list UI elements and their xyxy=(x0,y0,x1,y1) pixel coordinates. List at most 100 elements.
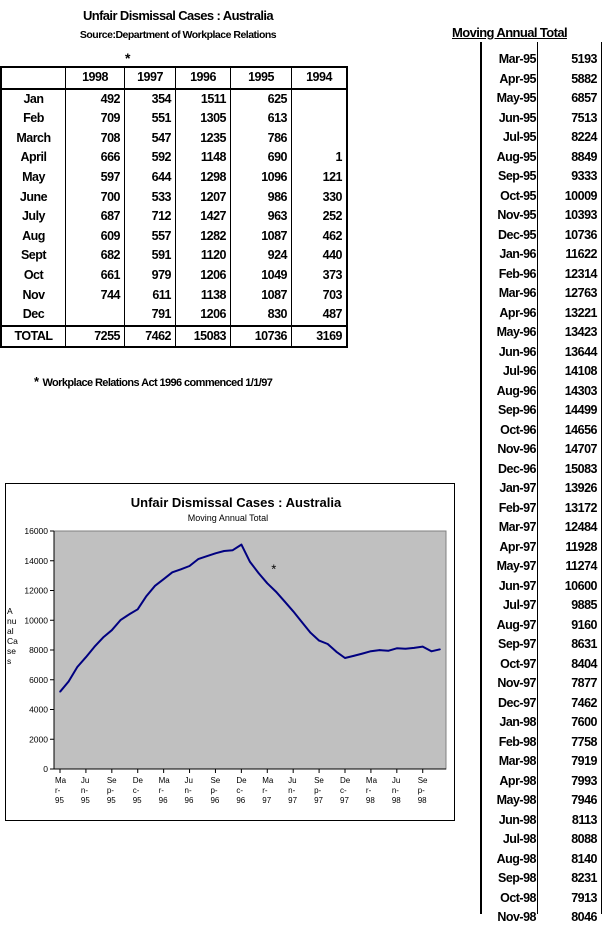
total-value: 5882 xyxy=(571,71,597,86)
x-tick-label: c- xyxy=(133,786,140,795)
list-item: Aug-98 8140 xyxy=(480,850,601,870)
total-value: 8224 xyxy=(571,130,597,144)
list-item: Jun-95 7513 xyxy=(480,109,601,129)
data-point xyxy=(283,600,286,603)
y-tick-label: 6000 xyxy=(29,675,48,685)
cell-value: 557 xyxy=(124,226,176,247)
cell-value: 830 xyxy=(230,305,292,326)
row-label: June xyxy=(0,187,66,208)
cell-value: 373 xyxy=(291,265,348,286)
month-label: Dec-95 xyxy=(498,227,537,242)
month-label: Apr-96 xyxy=(499,305,536,320)
x-tick-label: 95 xyxy=(133,796,142,805)
x-tick-label: Se xyxy=(418,776,428,785)
table-row: April 666 592 1148 690 1 xyxy=(0,148,348,168)
data-point xyxy=(421,645,424,648)
total-row: TOTAL 7255 7462 15083 10736 3169 xyxy=(0,324,348,349)
data-point xyxy=(162,578,165,580)
month-label: Jul-96 xyxy=(502,364,537,378)
list-item: Aug-95 8849 xyxy=(480,148,601,168)
table-row: June 700 533 1207 986 330 xyxy=(0,187,348,208)
x-tick-label: n- xyxy=(81,786,88,795)
x-tick-label: r- xyxy=(366,786,372,795)
total-value: 8231 xyxy=(571,871,597,885)
chart-annotation: * xyxy=(271,561,276,576)
month-label: Aug-98 xyxy=(496,851,537,866)
total-value: 14303 xyxy=(564,383,598,398)
x-tick-label: 96 xyxy=(210,796,219,805)
total-value: 11274 xyxy=(565,559,597,573)
x-tick-label: 95 xyxy=(81,796,90,805)
x-tick-label: c- xyxy=(236,786,243,795)
y-tick-label: 14000 xyxy=(24,556,48,566)
total-value: 8046 xyxy=(571,910,597,924)
list-item: Nov-95 10393 xyxy=(480,206,601,226)
table-row: May 597 644 1298 1096 121 xyxy=(0,167,348,188)
total-value: 8631 xyxy=(571,637,597,651)
list-item: Sep-95 9333 xyxy=(480,167,601,187)
total-value: 12763 xyxy=(564,286,598,300)
month-label: Nov-98 xyxy=(497,910,536,924)
month-label: Jan-98 xyxy=(499,715,536,729)
cell-value: 1511 xyxy=(175,88,231,110)
chart-title: Unfair Dismissal Cases : Australia xyxy=(131,495,342,510)
list-item: Apr-97 11928 xyxy=(480,538,601,558)
month-label: Jun-98 xyxy=(498,812,537,827)
total-value: 13221 xyxy=(564,305,598,320)
row-label: Dec xyxy=(0,305,66,326)
x-tick-label: De xyxy=(340,776,351,785)
cell-value: 10736 xyxy=(230,324,292,349)
cell-value: 682 xyxy=(65,246,125,266)
month-label: Sep-97 xyxy=(498,637,537,651)
month-label: Jun-96 xyxy=(498,344,537,359)
data-point xyxy=(301,621,303,623)
y-axis-label: al xyxy=(7,626,14,636)
list-item: May-95 6857 xyxy=(480,89,601,109)
data-point xyxy=(292,610,294,613)
month-label: May-96 xyxy=(496,325,537,339)
asterisk-marker: * xyxy=(125,50,131,66)
month-label: Nov-97 xyxy=(497,676,536,690)
y-tick-label: 10000 xyxy=(24,615,48,625)
x-tick-label: 98 xyxy=(392,796,401,805)
moving-annual-total-divider xyxy=(537,42,538,914)
data-point xyxy=(275,590,277,593)
month-label: May-95 xyxy=(496,91,537,105)
column-header-1998: 1998 xyxy=(65,66,125,90)
data-point xyxy=(335,651,338,653)
total-value: 14656 xyxy=(564,422,598,437)
cell-value: 1206 xyxy=(175,305,231,326)
table-row: July 687 712 1427 963 252 xyxy=(0,207,348,227)
x-tick-label: 96 xyxy=(236,796,245,805)
data-point xyxy=(171,571,174,574)
total-value: 9160 xyxy=(571,617,597,632)
x-tick-label: c- xyxy=(340,786,347,795)
cell-value: 791 xyxy=(124,305,176,326)
x-tick-label: r- xyxy=(55,786,61,795)
footnote-text: Workplace Relations Act 1996 commenced 1… xyxy=(42,377,273,389)
cell-value: 592 xyxy=(124,148,176,168)
x-tick-label: Ju xyxy=(81,776,89,785)
data-point xyxy=(352,655,355,657)
row-label: Sept xyxy=(0,246,66,266)
y-axis-label: se xyxy=(7,646,16,656)
x-tick-label: p- xyxy=(314,786,321,795)
cell-value: 709 xyxy=(65,109,125,129)
x-tick-label: 95 xyxy=(55,796,64,805)
cell-value: 666 xyxy=(65,148,125,168)
x-tick-label: 97 xyxy=(262,796,271,805)
list-item: Sep-96 14499 xyxy=(480,401,601,421)
data-point xyxy=(413,647,415,649)
list-item: Jul-97 9885 xyxy=(480,596,601,616)
data-point xyxy=(85,656,87,659)
list-item: Sep-97 8631 xyxy=(480,635,601,655)
month-label: Mar-96 xyxy=(498,286,537,300)
row-label: Feb xyxy=(0,109,66,129)
list-item: Jul-98 8088 xyxy=(480,830,601,850)
moving-annual-total-list: Mar-95 5193 Apr-95 5882 May-95 6857 Jun-95 7513… xyxy=(480,50,601,928)
list-item: Mar-98 7919 xyxy=(480,752,601,772)
cell-value: 609 xyxy=(65,226,125,247)
x-tick-label: n- xyxy=(185,786,192,795)
cell-value: 1305 xyxy=(175,109,231,129)
list-item: Dec-97 7462 xyxy=(480,694,601,714)
